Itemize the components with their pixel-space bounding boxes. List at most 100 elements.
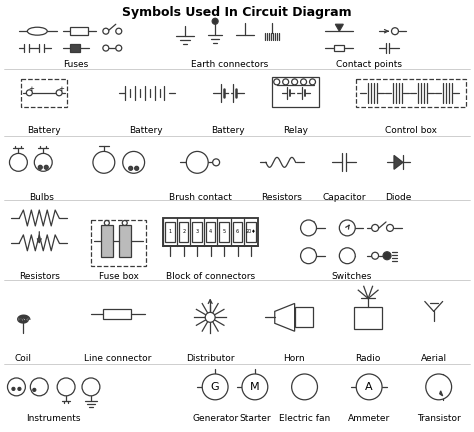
Circle shape — [386, 225, 393, 232]
Text: 2: 2 — [182, 229, 185, 235]
Text: Resistors: Resistors — [261, 193, 302, 202]
Text: +: + — [58, 86, 64, 92]
Text: Relay: Relay — [283, 126, 308, 135]
Circle shape — [82, 378, 100, 396]
Bar — [21, 79, 67, 107]
Bar — [70, 27, 88, 35]
Circle shape — [356, 374, 382, 400]
Text: Distributor: Distributor — [186, 354, 235, 363]
Circle shape — [283, 79, 289, 85]
Bar — [164, 218, 258, 246]
Bar — [246, 222, 256, 242]
Circle shape — [186, 152, 208, 173]
Text: G: G — [211, 382, 219, 392]
Circle shape — [9, 153, 27, 172]
Bar — [91, 220, 146, 266]
Bar — [354, 308, 382, 329]
Polygon shape — [336, 24, 343, 31]
Text: Contact points: Contact points — [336, 60, 402, 69]
Circle shape — [8, 378, 26, 396]
Circle shape — [93, 152, 115, 173]
Bar — [192, 222, 202, 242]
Polygon shape — [394, 156, 403, 169]
Text: Radio: Radio — [356, 354, 381, 363]
Text: Electric fan: Electric fan — [279, 414, 330, 423]
Text: Generator: Generator — [192, 414, 238, 423]
Text: Symbols Used In Circuit Diagram: Symbols Used In Circuit Diagram — [122, 6, 352, 19]
Circle shape — [122, 220, 127, 226]
Text: 6: 6 — [236, 229, 239, 235]
Text: Earth connectors: Earth connectors — [191, 60, 269, 69]
Circle shape — [372, 252, 379, 259]
Text: M: M — [250, 382, 260, 392]
Circle shape — [116, 28, 122, 34]
Circle shape — [426, 374, 452, 400]
Circle shape — [30, 378, 48, 396]
Circle shape — [301, 79, 307, 85]
Text: Fuse box: Fuse box — [99, 272, 139, 281]
Circle shape — [383, 252, 391, 260]
Text: Starter: Starter — [239, 414, 271, 423]
Circle shape — [129, 166, 133, 170]
Circle shape — [212, 18, 218, 24]
Circle shape — [12, 388, 15, 391]
Circle shape — [103, 45, 109, 51]
Circle shape — [242, 374, 268, 400]
Text: A: A — [365, 382, 373, 392]
Bar — [334, 45, 344, 51]
Bar — [233, 222, 242, 242]
Text: Instruments: Instruments — [26, 414, 81, 423]
Text: Battery: Battery — [27, 126, 61, 135]
Circle shape — [57, 378, 75, 396]
Text: Bulbs: Bulbs — [29, 193, 54, 202]
Circle shape — [202, 374, 228, 400]
Circle shape — [301, 248, 317, 264]
Circle shape — [213, 159, 219, 166]
Text: Diode: Diode — [385, 193, 411, 202]
Text: Coil: Coil — [15, 354, 32, 363]
Text: Brush contact: Brush contact — [169, 193, 232, 202]
Bar — [356, 79, 465, 107]
Circle shape — [123, 152, 145, 173]
Text: 1: 1 — [169, 229, 172, 235]
Circle shape — [18, 388, 21, 391]
Bar — [219, 222, 229, 242]
Polygon shape — [440, 391, 443, 396]
Circle shape — [301, 220, 317, 236]
Bar — [179, 222, 189, 242]
Circle shape — [292, 79, 298, 85]
Ellipse shape — [27, 27, 47, 35]
Circle shape — [310, 79, 316, 85]
Bar — [103, 309, 131, 319]
Circle shape — [27, 90, 32, 96]
Text: Battery: Battery — [211, 126, 245, 135]
Text: Horn: Horn — [283, 354, 304, 363]
Circle shape — [103, 28, 109, 34]
Text: Line connector: Line connector — [84, 354, 152, 363]
Circle shape — [135, 166, 138, 170]
Text: 3: 3 — [196, 229, 199, 235]
Circle shape — [205, 312, 215, 322]
Text: Ammeter: Ammeter — [348, 414, 390, 423]
Circle shape — [274, 79, 280, 85]
Text: Switches: Switches — [331, 272, 372, 281]
Circle shape — [372, 225, 379, 232]
Circle shape — [339, 248, 355, 264]
Text: Battery: Battery — [129, 126, 163, 135]
Text: Capacitor: Capacitor — [322, 193, 366, 202]
Bar — [295, 308, 312, 327]
Circle shape — [292, 374, 318, 400]
Text: Control box: Control box — [385, 126, 437, 135]
Polygon shape — [275, 303, 295, 331]
Text: Fuses: Fuses — [64, 60, 89, 69]
Bar — [70, 44, 80, 52]
Text: 20♦: 20♦ — [246, 229, 256, 235]
Circle shape — [38, 165, 42, 169]
Circle shape — [33, 388, 36, 391]
Circle shape — [339, 220, 355, 236]
Bar — [119, 225, 131, 257]
Bar — [165, 222, 175, 242]
Circle shape — [56, 90, 62, 96]
Bar — [101, 225, 113, 257]
Bar — [272, 77, 319, 107]
